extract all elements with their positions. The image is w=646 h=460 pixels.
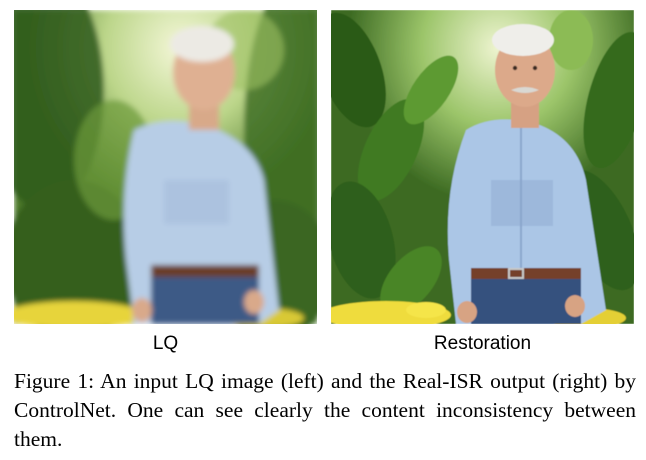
restoration-photo-illustration	[331, 10, 634, 324]
lq-image	[14, 10, 317, 324]
lq-label: LQ	[152, 333, 179, 354]
restoration-image	[331, 10, 634, 324]
restoration-label: Restoration	[433, 333, 532, 354]
figure-caption: Figure 1: An input LQ image (left) and t…	[14, 369, 636, 451]
lq-photo-illustration	[14, 10, 317, 324]
